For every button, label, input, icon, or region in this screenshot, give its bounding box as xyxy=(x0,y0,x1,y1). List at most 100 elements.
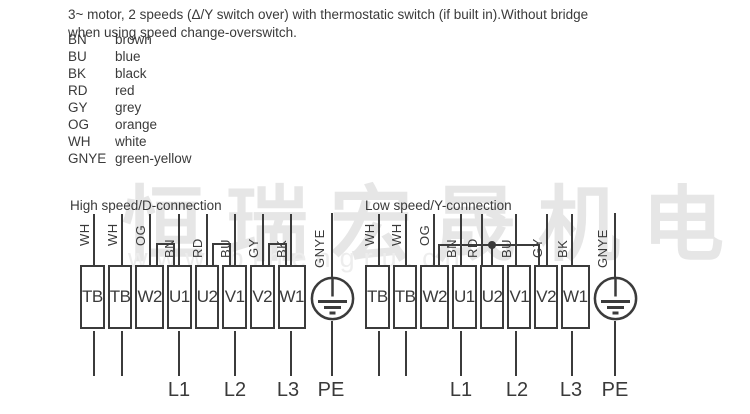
color-code: WH xyxy=(68,134,91,149)
wire-rd xyxy=(481,214,483,266)
wire-l2 xyxy=(515,331,517,376)
color-code: GY xyxy=(68,100,88,115)
phase-label: L2 xyxy=(505,379,529,401)
terminal: TB xyxy=(392,265,418,329)
legend-row: RD red xyxy=(68,82,192,99)
wire-og xyxy=(149,214,151,266)
color-code: BN xyxy=(68,32,87,47)
color-code: BK xyxy=(68,66,87,81)
wire-tb-down xyxy=(378,331,380,376)
color-name: orange xyxy=(115,117,158,132)
legend-row: OG orange xyxy=(68,116,192,133)
wire-label: WH xyxy=(77,223,92,246)
color-name: black xyxy=(115,66,147,81)
wire-label: OG xyxy=(417,224,432,246)
terminal: U1 xyxy=(451,265,477,329)
wire-bk xyxy=(290,214,292,266)
wire-gnye xyxy=(331,213,333,277)
wire-tb-down xyxy=(405,331,407,376)
color-code-legend: BN brown BU blue BK black RD red GY grey OG or… xyxy=(68,31,192,167)
terminal: U2 xyxy=(194,265,220,329)
phase-label: L2 xyxy=(223,379,247,401)
wire-pe xyxy=(614,321,616,376)
color-name: blue xyxy=(115,49,141,64)
wire-gy xyxy=(546,214,548,266)
wire-wh-2 xyxy=(405,214,407,266)
wire-label-gnye: GNYE xyxy=(595,229,610,268)
terminal: V1 xyxy=(222,265,247,329)
wire-label: BK xyxy=(555,239,570,258)
phase-label: L3 xyxy=(276,379,300,401)
wire-label: WH xyxy=(389,223,404,246)
terminal: W1 xyxy=(561,265,590,329)
wire-og xyxy=(433,214,435,266)
wire-label: WH xyxy=(362,223,377,246)
wire-l3 xyxy=(290,331,292,376)
terminal: V1 xyxy=(507,265,532,329)
wire-bu xyxy=(234,214,236,266)
color-code: GNYE xyxy=(68,151,107,166)
wire-wh-1 xyxy=(378,214,380,266)
wire-pe xyxy=(331,321,333,376)
high-speed-title: High speed/D-connection xyxy=(70,198,222,213)
terminal: TB xyxy=(80,265,105,329)
wire-wh-2 xyxy=(121,214,123,266)
terminal: U2 xyxy=(479,265,505,329)
wire-tb-down xyxy=(121,331,123,376)
bridge-u2-v1 xyxy=(212,243,231,266)
wire-label-gnye: GNYE xyxy=(312,229,327,268)
color-name: brown xyxy=(115,32,152,47)
terminal: TB xyxy=(365,265,390,329)
wire-bu xyxy=(515,214,517,266)
wire-label: RD xyxy=(190,238,205,258)
wire-label: OG xyxy=(133,224,148,246)
color-name: red xyxy=(115,83,135,98)
wire-l2 xyxy=(234,331,236,376)
earth-ground-icon xyxy=(593,276,638,321)
wire-l1 xyxy=(178,331,180,376)
bridge-star-drop xyxy=(491,246,493,266)
watermark-text: 恒瑞宏晟机电 xyxy=(122,180,747,271)
bridge-v2-w1 xyxy=(268,243,287,266)
terminal: W2 xyxy=(420,265,449,329)
legend-row: WH white xyxy=(68,133,192,150)
legend-row: GNYE green-yellow xyxy=(68,150,192,167)
wire-l3 xyxy=(571,331,573,376)
terminal: TB xyxy=(107,265,133,329)
legend-row: BU blue xyxy=(68,48,192,65)
terminal: W1 xyxy=(277,265,306,329)
wire-wh-1 xyxy=(93,214,95,266)
description-text: 3~ motor, 2 speeds (Δ/Y switch over) wit… xyxy=(68,6,588,41)
wire-bn xyxy=(460,214,462,266)
terminal-block-low: TB TB W2 U1 U2 V1 V2 W1 xyxy=(365,265,590,329)
wire-l1 xyxy=(460,331,462,376)
legend-row: BN brown xyxy=(68,31,192,48)
wire-gnye xyxy=(614,213,616,277)
color-name: grey xyxy=(115,100,142,115)
description-line-2: when using speed change-overswitch. xyxy=(68,24,297,40)
wire-tb-down xyxy=(93,331,95,376)
phase-label: L1 xyxy=(167,379,191,401)
phase-label: L1 xyxy=(449,379,473,401)
wire-label: GY xyxy=(246,238,261,258)
wire-label: WH xyxy=(105,223,120,246)
color-code: BU xyxy=(68,49,87,64)
phase-label: L3 xyxy=(559,379,583,401)
legend-row: GY grey xyxy=(68,99,192,116)
low-speed-title: Low speed/Y-connection xyxy=(365,198,512,213)
pe-label: PE xyxy=(601,379,629,401)
terminal: V2 xyxy=(534,265,559,329)
bridge-w2-u1 xyxy=(156,243,175,266)
wire-bn xyxy=(178,214,180,266)
terminal-block-high: TB TB W2 U1 U2 V1 V2 W1 xyxy=(80,265,306,329)
terminal: V2 xyxy=(249,265,275,329)
earth-ground-icon xyxy=(310,276,355,321)
color-code: OG xyxy=(68,117,90,132)
junction-dot xyxy=(488,241,496,249)
terminal: U1 xyxy=(166,265,192,329)
wire-rd xyxy=(206,214,208,266)
wire-bk xyxy=(571,214,573,266)
color-code: RD xyxy=(68,83,88,98)
pe-label: PE xyxy=(317,379,345,401)
